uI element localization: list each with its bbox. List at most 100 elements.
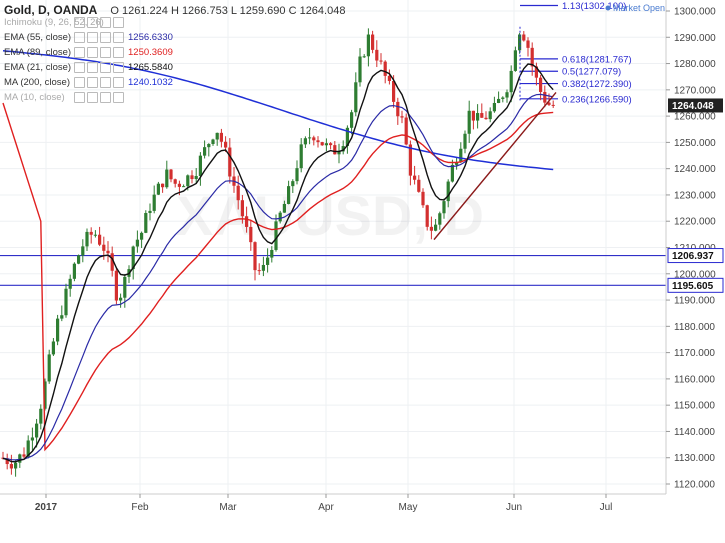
eye-icon[interactable] (74, 77, 85, 89)
indicator-row[interactable]: EMA (55, close) 1256.6330 (4, 31, 173, 44)
candle-body (18, 454, 22, 463)
x-tick-label: Mar (219, 502, 237, 513)
gear-icon[interactable] (87, 47, 98, 59)
candle-body (543, 91, 547, 103)
indicator-row[interactable]: MA (10, close) (4, 91, 128, 104)
y-tick-label: 1270.000 (674, 85, 716, 96)
candle-body (257, 270, 261, 272)
more-icon[interactable] (113, 47, 124, 59)
candle-body (329, 143, 333, 146)
candle-body (9, 464, 13, 469)
more-icon[interactable] (113, 17, 124, 29)
indicator-controls[interactable] (74, 91, 128, 104)
y-tick-label: 1150.000 (674, 401, 715, 412)
x-tick-label: 2017 (35, 502, 58, 513)
y-axis[interactable]: 1120.000 1130.000 1140.000 1150.000 1160.000… (666, 7, 716, 491)
indicator-row[interactable]: Ichimoku (9, 26, 52, 26) (4, 16, 128, 29)
candle-body (190, 175, 194, 180)
candle-body (148, 210, 152, 214)
candle-body (278, 212, 282, 222)
gear-icon[interactable] (87, 92, 98, 104)
trendlines[interactable] (433, 26, 557, 241)
candle-body (446, 181, 450, 202)
x-tick-label: Apr (318, 502, 334, 513)
candle-body (165, 169, 169, 188)
gear-icon[interactable] (87, 32, 98, 44)
candle-body (182, 186, 186, 188)
price-tags: 1264.048 1206.937 1195.605 (667, 98, 724, 293)
indicator-name: EMA (55, close) (4, 32, 72, 43)
candle-body (198, 155, 202, 176)
indicator-row[interactable]: EMA (89, close) 1250.3609 (4, 46, 173, 59)
candle-body (30, 437, 34, 441)
eye-icon[interactable] (74, 47, 85, 59)
candle-body (219, 132, 223, 142)
indicator-controls[interactable] (74, 61, 128, 74)
more-icon[interactable] (113, 77, 124, 89)
candle-body (371, 34, 375, 50)
candle-body (215, 132, 219, 140)
candle-body (47, 354, 51, 382)
close-icon[interactable] (100, 77, 111, 89)
eye-icon[interactable] (74, 17, 85, 29)
uptrend-line[interactable] (433, 92, 557, 241)
candle-body (471, 110, 475, 121)
candle-body (39, 408, 43, 424)
more-icon[interactable] (113, 62, 124, 74)
close-icon[interactable] (100, 62, 111, 74)
candle-body (224, 141, 228, 148)
candle-body (518, 34, 522, 51)
candle-body (463, 133, 467, 149)
close-icon[interactable] (100, 17, 111, 29)
candle-body (295, 168, 299, 182)
candle-body (211, 139, 215, 144)
gear-icon[interactable] (87, 77, 98, 89)
eye-icon[interactable] (74, 62, 85, 74)
eye-icon[interactable] (74, 92, 85, 104)
price-tag-box (667, 248, 724, 264)
close-icon[interactable] (100, 32, 111, 44)
candle-body (203, 147, 207, 156)
more-icon[interactable] (113, 92, 124, 104)
price-tag-label: 1195.605 (672, 281, 714, 292)
candle-body (194, 175, 198, 180)
candle-body (119, 297, 123, 301)
candle-body (488, 111, 492, 120)
indicator-name: Ichimoku (9, 26, 52, 26) (4, 17, 104, 28)
eye-icon[interactable] (74, 32, 85, 44)
candle-body (282, 203, 286, 213)
candle-body (413, 175, 417, 180)
indicator-value: 1250.3609 (128, 47, 173, 58)
candle-body (396, 101, 400, 117)
indicator-controls[interactable] (74, 76, 128, 89)
more-icon[interactable] (113, 32, 124, 44)
indicator-name: MA (10, close) (4, 92, 65, 103)
indicator-controls[interactable] (74, 31, 128, 44)
candle-body (455, 162, 459, 165)
candle-body (274, 221, 278, 250)
candle-body (131, 246, 135, 270)
x-axis[interactable]: 2017 Feb Mar Apr May Jun Jul (35, 494, 613, 513)
fib-label: 0.618(1281.767) (562, 54, 632, 65)
x-tick-label: May (399, 502, 418, 513)
candle-body (85, 231, 89, 247)
gear-icon[interactable] (87, 62, 98, 74)
indicator-controls[interactable] (74, 16, 128, 29)
indicator-value: 1256.6330 (128, 32, 173, 43)
candle-body (51, 341, 55, 355)
fib-label: 0.236(1266.590) (562, 94, 632, 105)
y-tick-label: 1180.000 (674, 322, 715, 333)
close-icon[interactable] (100, 47, 111, 59)
candle-body (526, 40, 530, 48)
candle-body (379, 60, 383, 62)
price-tag-label: 1264.048 (672, 101, 714, 112)
candle-body (421, 191, 425, 206)
gear-icon[interactable] (87, 17, 98, 29)
candle-body (43, 381, 47, 409)
indicator-row[interactable]: MA (200, close) 1240.1032 (4, 76, 173, 89)
candle-body (106, 250, 110, 254)
close-icon[interactable] (100, 92, 111, 104)
indicator-row[interactable]: EMA (21, close) 1265.5840 (4, 61, 173, 74)
indicator-controls[interactable] (74, 46, 128, 59)
